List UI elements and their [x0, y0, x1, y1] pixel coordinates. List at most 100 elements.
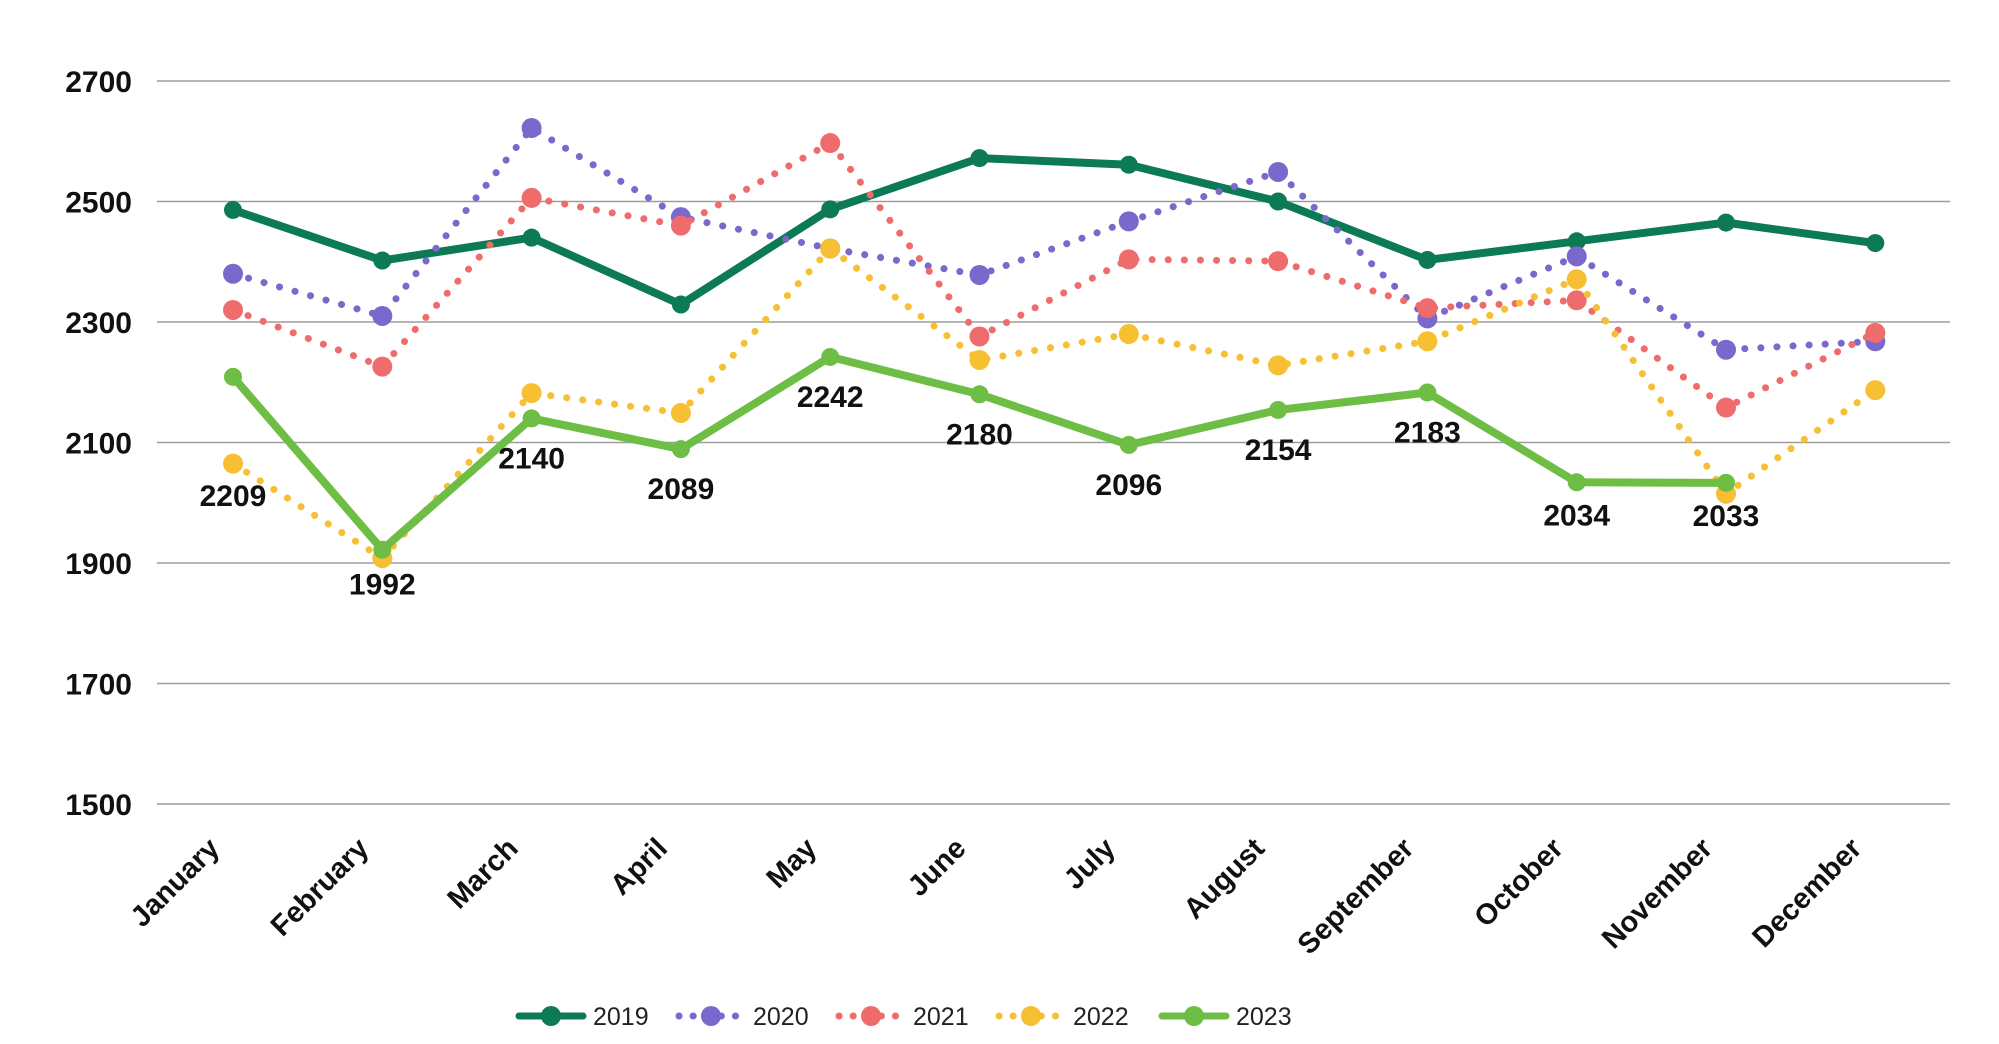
- x-tick-label: September: [1292, 832, 1421, 961]
- legend-label: 2022: [1073, 1003, 1129, 1031]
- x-tick-label: November: [1596, 832, 1719, 955]
- data-point: [1865, 380, 1886, 401]
- legend-item-2019: 2019: [515, 1003, 649, 1031]
- data-point: [670, 402, 691, 423]
- legend-item-2021: 2021: [835, 1003, 969, 1031]
- data-point: [1566, 269, 1587, 290]
- data-point: [224, 367, 242, 386]
- data-point: [521, 117, 542, 138]
- data-point: [1269, 400, 1288, 419]
- legend-label: 2023: [1236, 1003, 1292, 1031]
- data-label: 2140: [498, 442, 565, 475]
- data-point: [1417, 298, 1438, 319]
- data-point: [1118, 324, 1139, 345]
- data-point: [1119, 435, 1138, 454]
- y-axis-ticks: 1500 1700 1900 2100 2300 2500 2700: [65, 66, 132, 822]
- data-point: [1417, 331, 1438, 352]
- data-label: 2034: [1543, 499, 1610, 532]
- data-point: [373, 540, 392, 559]
- data-point: [224, 200, 242, 219]
- data-point: [372, 356, 393, 377]
- data-point: [522, 409, 541, 428]
- data-label: 2089: [648, 473, 715, 506]
- data-point: [1418, 383, 1437, 402]
- data-label: 2183: [1394, 416, 1461, 449]
- legend: 2019 2020 2021 2022 2023: [515, 1003, 1292, 1031]
- data-point: [671, 440, 690, 459]
- data-point: [1268, 161, 1289, 182]
- y-tick-label: 2500: [65, 187, 132, 220]
- series-line-2022: [229, 245, 1879, 562]
- data-point: [1566, 246, 1587, 267]
- y-tick-label: 1700: [65, 669, 132, 702]
- data-point: [521, 187, 542, 208]
- data-point: [1119, 155, 1138, 174]
- legend-swatch-marker: [701, 1006, 721, 1026]
- data-point: [1268, 355, 1289, 376]
- data-label: 2242: [797, 381, 864, 414]
- series-line-2021: [229, 139, 1879, 412]
- series-line-2019: [229, 154, 1880, 309]
- data-point: [671, 295, 690, 314]
- y-tick-label: 1500: [65, 789, 132, 822]
- data-point: [1865, 322, 1886, 343]
- x-tick-label: June: [902, 832, 972, 902]
- y-tick-label: 2100: [65, 428, 132, 461]
- series-line-2020: [229, 124, 1879, 354]
- data-point: [821, 200, 840, 219]
- data-label: 2096: [1095, 469, 1162, 502]
- y-tick-label: 2700: [65, 66, 132, 99]
- x-tick-label: December: [1746, 832, 1868, 954]
- data-labels: 2209 1992 2140 2089 2242 2180 2096 2154 2183 2034…: [200, 381, 1760, 602]
- x-tick-label: July: [1058, 832, 1122, 896]
- data-point: [970, 385, 989, 404]
- x-tick-label: March: [442, 832, 525, 915]
- gridlines: [157, 80, 1950, 805]
- x-tick-label: February: [265, 832, 375, 942]
- data-point: [1717, 473, 1735, 492]
- data-point: [969, 349, 990, 370]
- legend-swatch-marker: [541, 1006, 561, 1026]
- data-point: [969, 326, 990, 347]
- x-tick-label: April: [605, 832, 674, 901]
- series-2020: [223, 117, 1886, 360]
- legend-label: 2021: [913, 1003, 969, 1031]
- data-point: [1716, 397, 1736, 418]
- data-point: [820, 238, 841, 259]
- data-point: [820, 133, 841, 154]
- series-2021: [223, 133, 1886, 418]
- data-point: [1866, 234, 1885, 253]
- data-point: [223, 263, 243, 284]
- legend-swatch-marker: [861, 1006, 881, 1026]
- data-point: [521, 383, 542, 404]
- x-tick-label: January: [125, 832, 226, 933]
- data-point: [1118, 249, 1139, 270]
- data-point: [223, 299, 243, 320]
- data-point: [969, 265, 990, 286]
- series-2019: [224, 149, 1885, 314]
- x-tick-label: October: [1468, 832, 1569, 933]
- data-point: [670, 215, 691, 236]
- data-point: [1567, 232, 1586, 251]
- series-lines: [223, 117, 1886, 569]
- data-point: [1268, 251, 1289, 272]
- data-point: [522, 228, 541, 247]
- data-point: [1269, 192, 1288, 211]
- data-point: [1566, 290, 1587, 311]
- data-point: [1717, 213, 1735, 232]
- y-tick-label: 2300: [65, 307, 132, 340]
- data-point: [1716, 339, 1736, 360]
- data-point: [223, 453, 243, 474]
- series-2023: [224, 347, 1735, 559]
- data-label: 2180: [946, 418, 1013, 451]
- data-label: 2033: [1693, 500, 1760, 533]
- legend-label: 2020: [753, 1003, 809, 1031]
- data-point: [1567, 473, 1586, 492]
- data-point: [821, 347, 840, 366]
- data-point: [1118, 211, 1139, 232]
- data-label: 1992: [349, 569, 416, 602]
- data-point: [372, 305, 393, 326]
- data-point: [373, 251, 392, 270]
